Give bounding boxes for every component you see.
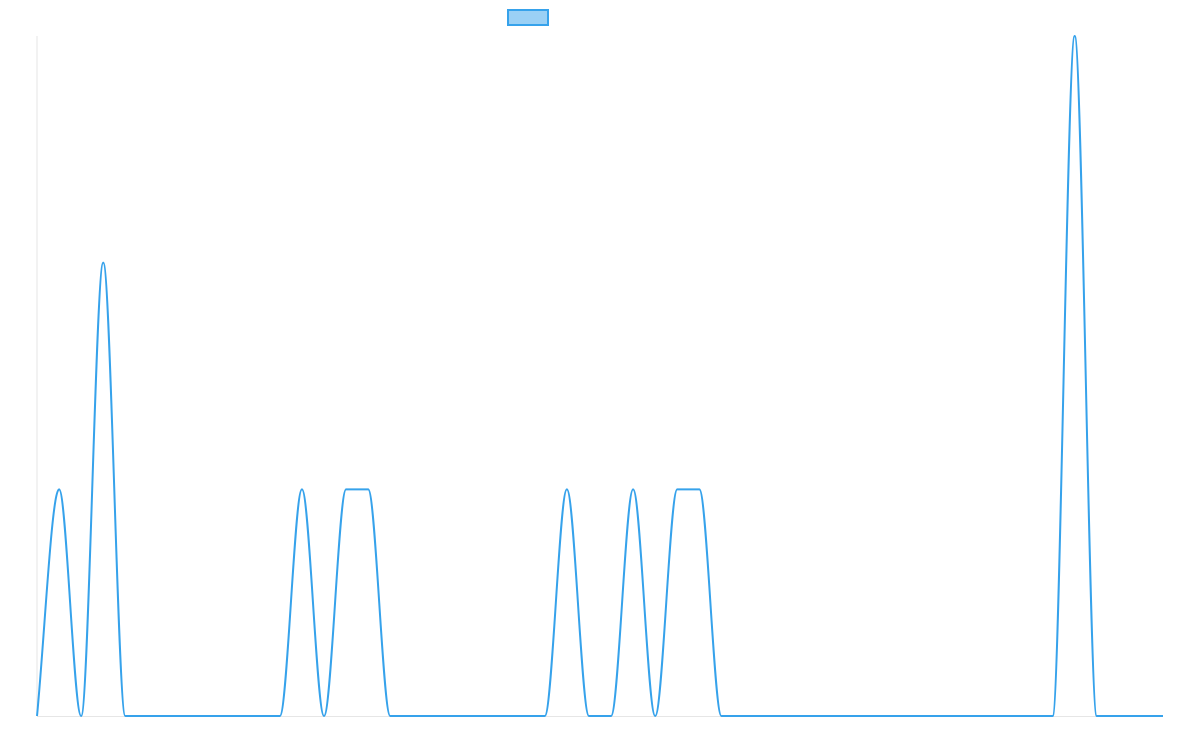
data-point[interactable] xyxy=(520,713,526,719)
legend[interactable] xyxy=(507,9,549,26)
series-line xyxy=(36,35,1163,717)
data-point[interactable] xyxy=(255,713,261,719)
data-point[interactable] xyxy=(983,713,989,719)
data-point[interactable] xyxy=(1028,713,1034,719)
data-point[interactable] xyxy=(343,486,349,492)
data-point[interactable] xyxy=(741,713,747,719)
data-point[interactable] xyxy=(387,713,393,719)
data-point[interactable] xyxy=(409,713,415,719)
series-layer xyxy=(34,33,1166,719)
data-point[interactable] xyxy=(696,486,702,492)
data-point[interactable] xyxy=(829,713,835,719)
data-point[interactable] xyxy=(453,713,459,719)
data-point[interactable] xyxy=(476,713,482,719)
data-point[interactable] xyxy=(78,713,84,719)
data-point[interactable] xyxy=(166,713,172,719)
data-point[interactable] xyxy=(100,260,106,266)
data-point[interactable] xyxy=(763,713,769,719)
data-point[interactable] xyxy=(431,713,437,719)
data-point[interactable] xyxy=(1072,33,1078,39)
data-point[interactable] xyxy=(961,713,967,719)
data-point[interactable] xyxy=(144,713,150,719)
data-point[interactable] xyxy=(895,713,901,719)
data-point[interactable] xyxy=(939,713,945,719)
data-point[interactable] xyxy=(851,713,857,719)
data-point[interactable] xyxy=(211,713,217,719)
data-point[interactable] xyxy=(1116,713,1122,719)
data-point[interactable] xyxy=(56,486,62,492)
data-point[interactable] xyxy=(917,713,923,719)
data-point[interactable] xyxy=(586,713,592,719)
data-point[interactable] xyxy=(498,713,504,719)
data-point[interactable] xyxy=(785,713,791,719)
data-point[interactable] xyxy=(564,486,570,492)
data-point[interactable] xyxy=(1005,713,1011,719)
data-point[interactable] xyxy=(365,486,371,492)
legend-swatch[interactable] xyxy=(507,9,549,26)
data-point[interactable] xyxy=(873,713,879,719)
data-point[interactable] xyxy=(1160,713,1166,719)
data-point[interactable] xyxy=(718,713,724,719)
data-point[interactable] xyxy=(233,713,239,719)
data-point[interactable] xyxy=(321,713,327,719)
data-point[interactable] xyxy=(542,713,548,719)
data-point[interactable] xyxy=(1138,713,1144,719)
data-point[interactable] xyxy=(122,713,128,719)
data-point[interactable] xyxy=(34,713,40,719)
data-point[interactable] xyxy=(189,713,195,719)
data-point[interactable] xyxy=(674,486,680,492)
data-point[interactable] xyxy=(1050,713,1056,719)
data-point[interactable] xyxy=(299,486,305,492)
data-point[interactable] xyxy=(807,713,813,719)
data-point[interactable] xyxy=(630,486,636,492)
data-point[interactable] xyxy=(608,713,614,719)
data-point[interactable] xyxy=(652,713,658,719)
data-point[interactable] xyxy=(1094,713,1100,719)
data-point[interactable] xyxy=(277,713,283,719)
